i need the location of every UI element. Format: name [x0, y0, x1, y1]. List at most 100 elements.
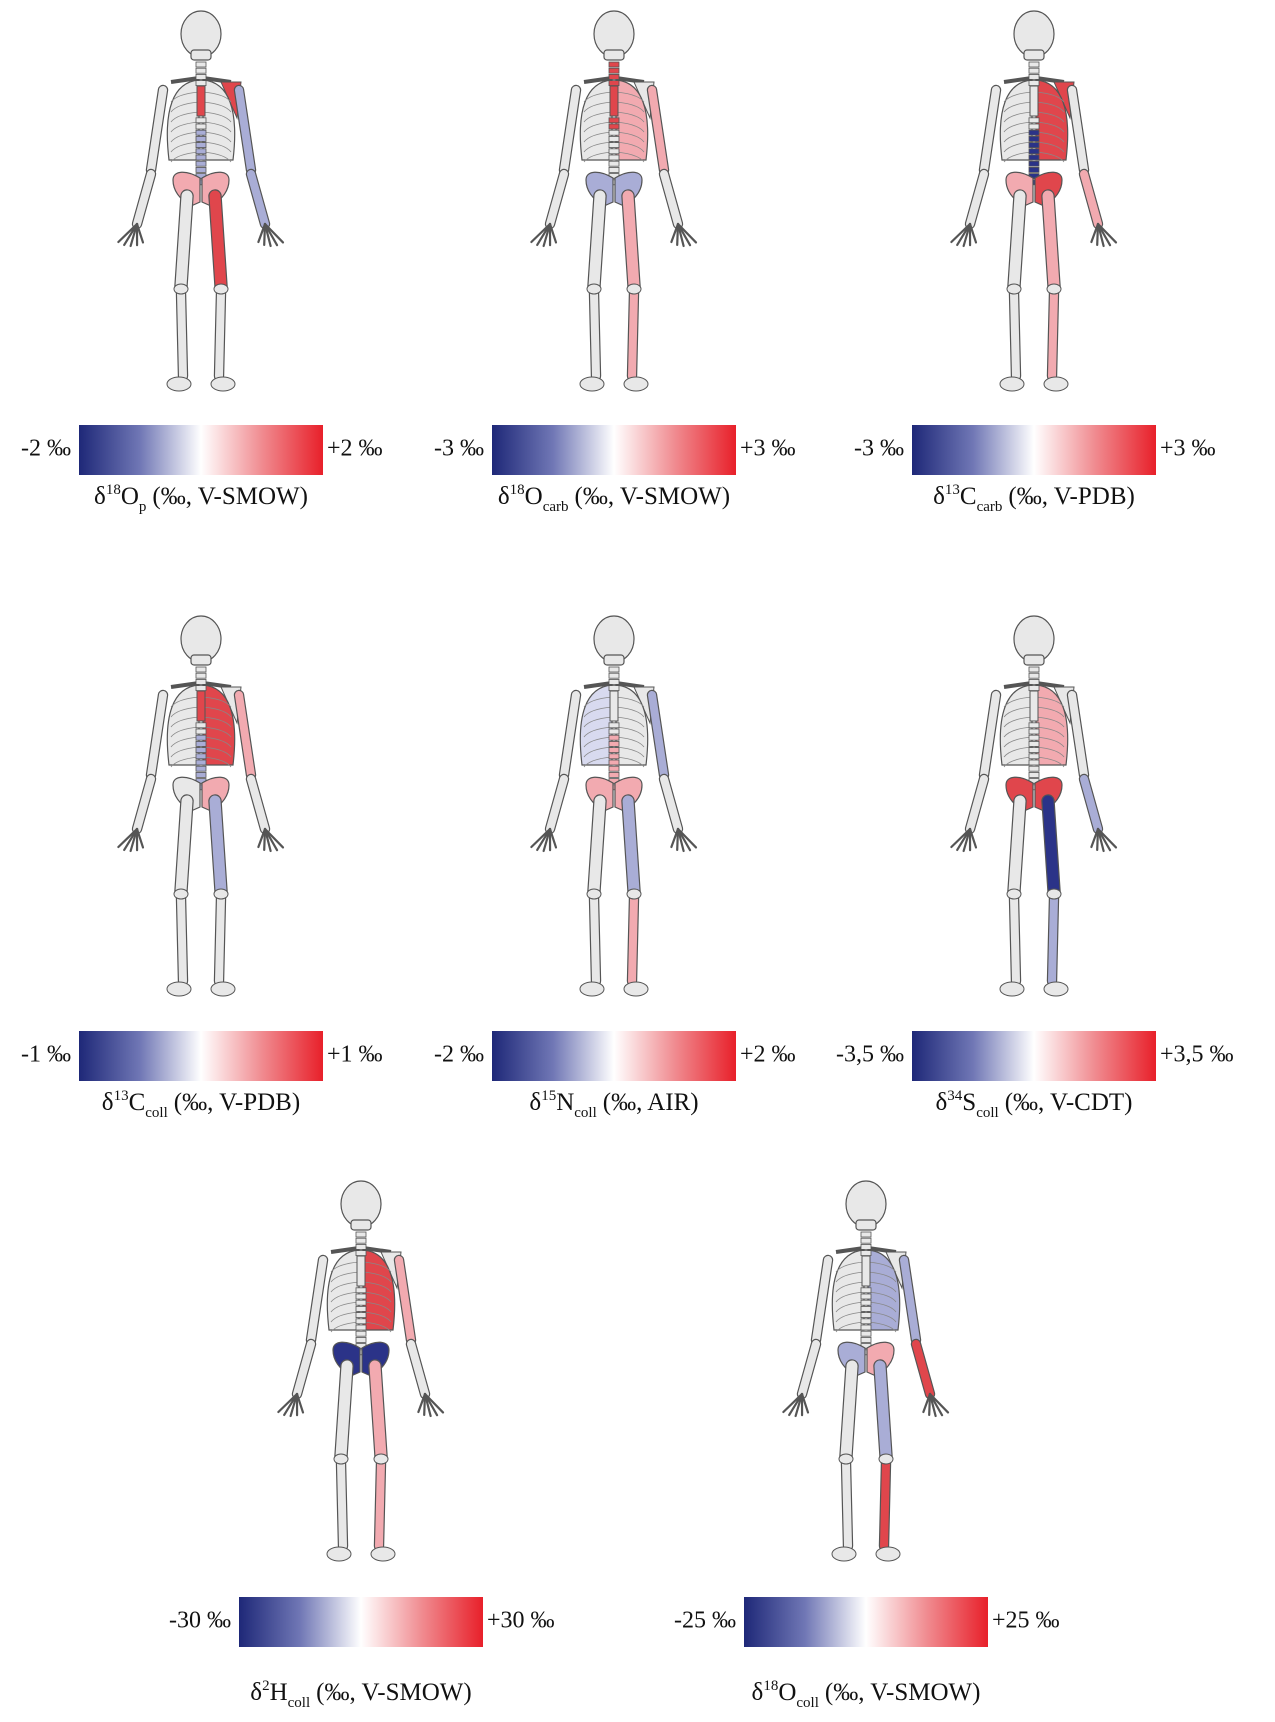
colorbar-max-label: +2 ‰ [740, 1042, 796, 1068]
rib-line [170, 706, 232, 718]
finger [1096, 827, 1118, 849]
title-subscript: coll [145, 1105, 168, 1121]
bone [628, 289, 638, 380]
bone [1080, 775, 1102, 833]
finger [676, 827, 698, 849]
vertebra [195, 136, 207, 142]
finger [968, 827, 978, 849]
vertebra [608, 148, 620, 155]
clavicles [1003, 681, 1065, 689]
foot [370, 1546, 396, 1562]
finger [548, 827, 558, 849]
vertebra [195, 142, 207, 149]
title-subscript: coll [288, 1695, 311, 1711]
finger [295, 1392, 305, 1414]
vertebra [1028, 67, 1040, 74]
finger [676, 222, 698, 244]
vertebra [195, 753, 207, 760]
rib-line [170, 121, 232, 133]
bone [798, 1340, 820, 1398]
bone [1068, 86, 1088, 174]
foot [1043, 981, 1069, 997]
finger [263, 827, 285, 849]
finger [548, 222, 558, 244]
rib-line [583, 91, 645, 103]
bone [369, 1360, 387, 1462]
title-delta: δ [94, 483, 106, 510]
title-subscript: coll [976, 1105, 999, 1121]
clavicles [170, 681, 232, 689]
bone [812, 1256, 832, 1344]
colorbar [239, 1597, 483, 1647]
sternum [1029, 690, 1039, 722]
colorbar-min-label: -2 ‰ [434, 1042, 484, 1068]
vertebra [355, 1237, 367, 1244]
rib-line [583, 706, 645, 718]
rib-line [835, 1291, 897, 1303]
ribs-left [579, 684, 613, 766]
title-rest: (‰, V-SMOW) [575, 483, 731, 510]
bone [660, 775, 682, 833]
vertebra [1028, 136, 1040, 142]
rib-line [583, 756, 645, 768]
title-isotope: 13 [945, 482, 960, 498]
clavicles [330, 1246, 392, 1254]
skeleton [117, 10, 285, 392]
rib-line [330, 1321, 392, 1333]
title-rest: (‰, V-SMOW) [825, 1679, 981, 1706]
vertebra [195, 765, 207, 772]
vertebra [1028, 747, 1040, 754]
title-delta: δ [102, 1089, 114, 1116]
colorbar [79, 1031, 323, 1081]
foot [210, 376, 236, 392]
vertebra [860, 1312, 872, 1319]
foot [579, 376, 605, 392]
knee [213, 283, 229, 295]
colorbar [744, 1597, 988, 1647]
ribs-right [1035, 79, 1069, 161]
ribs-left [999, 684, 1033, 766]
vertebra [608, 154, 620, 161]
title-element: H [270, 1679, 288, 1706]
vertebra [195, 728, 207, 735]
rib-line [1003, 716, 1065, 728]
jaw [1023, 654, 1045, 666]
colorbar [492, 1031, 736, 1081]
bone [1008, 190, 1026, 292]
colorbar-min-label: -30 ‰ [169, 1608, 231, 1634]
rib-line [170, 91, 232, 103]
jaw [350, 1219, 372, 1231]
rib-line [1003, 151, 1065, 163]
title-subscript: p [139, 499, 147, 515]
title-rest: (‰, V-PDB) [1008, 483, 1134, 510]
vertebra [1028, 74, 1040, 80]
vertebra [860, 1287, 872, 1294]
rib-line [330, 1271, 392, 1283]
bone [622, 795, 640, 897]
axis-title: δ13Ccarb (‰, V-PDB) [933, 482, 1135, 515]
vertebra [1028, 722, 1040, 729]
vertebra [860, 1330, 872, 1337]
rib-line [835, 1261, 897, 1273]
rib-line [835, 1311, 897, 1323]
rib-line [1003, 706, 1065, 718]
rib-line [835, 1321, 897, 1333]
vertebra [1028, 759, 1040, 766]
vertebra [608, 61, 620, 68]
vertebra [355, 1250, 367, 1256]
sternum [196, 85, 206, 117]
vertebra [195, 61, 207, 68]
knee [173, 283, 189, 295]
rib-line [1003, 736, 1065, 748]
axis-title: δ13Ccoll (‰, V-PDB) [102, 1088, 300, 1121]
title-delta: δ [498, 483, 510, 510]
title-element: O [121, 483, 139, 510]
sternum [609, 690, 619, 722]
axis-title: δ2Hcoll (‰, V-SMOW) [250, 1678, 471, 1711]
rib-line [170, 141, 232, 153]
vertebra [355, 1293, 367, 1300]
rib-line [1003, 756, 1065, 768]
vertebra [355, 1287, 367, 1294]
vertebra [608, 129, 620, 136]
rib-line [170, 736, 232, 748]
